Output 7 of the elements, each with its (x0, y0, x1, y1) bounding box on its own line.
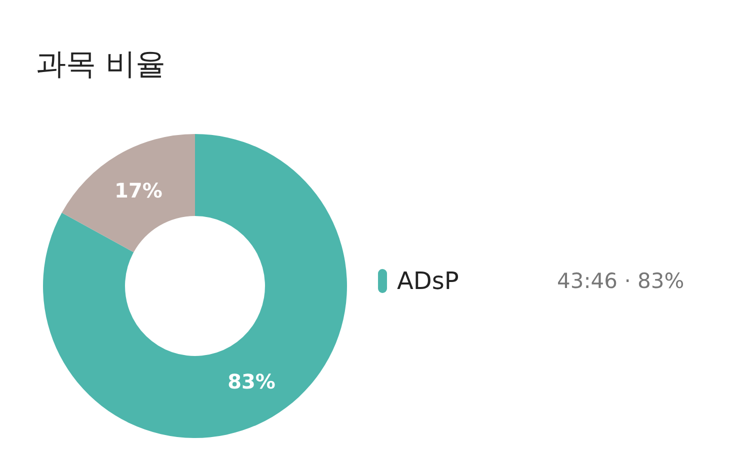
donut-slice (62, 134, 195, 252)
data-label: 17% (114, 178, 162, 202)
data-label: 83% (228, 370, 276, 394)
text: 43:46 · 83% (557, 269, 684, 293)
chart-title: 과목 비율 (36, 46, 166, 84)
legend-label: ADsP (397, 267, 460, 295)
donut-slice (43, 134, 347, 438)
